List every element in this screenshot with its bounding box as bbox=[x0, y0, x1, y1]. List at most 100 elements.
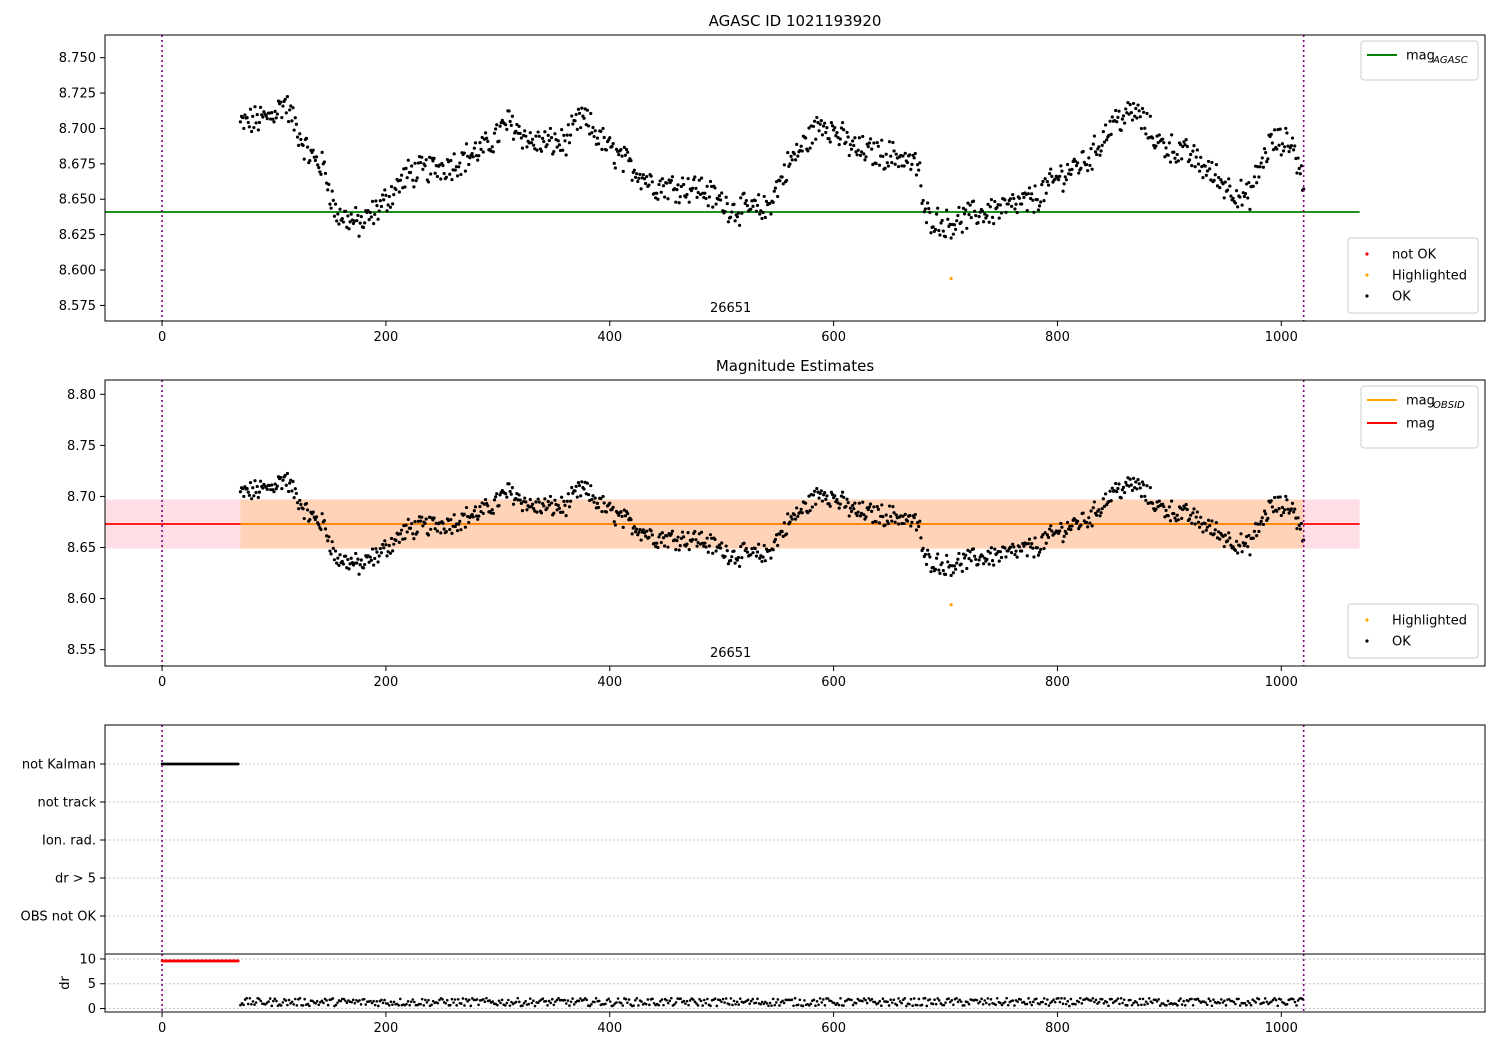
p1-ok-point bbox=[586, 124, 591, 128]
p1-ok-point bbox=[643, 181, 648, 186]
p4-dr-point bbox=[292, 1003, 296, 1006]
p2-ok-point bbox=[566, 492, 570, 496]
p4-dr-point bbox=[320, 999, 324, 1003]
p4-dr-point bbox=[1220, 998, 1223, 1001]
p2-ok-point bbox=[989, 546, 994, 550]
p2-ok-point bbox=[378, 546, 382, 551]
p1-ok-point bbox=[896, 164, 901, 169]
p2-ok-point bbox=[574, 484, 578, 489]
p2-ok-point bbox=[701, 541, 705, 545]
p4-dr-point bbox=[1158, 1004, 1162, 1007]
p4-dr-point bbox=[754, 1001, 758, 1005]
p2-ok-point bbox=[632, 525, 636, 529]
p1-ok-point bbox=[1247, 181, 1251, 185]
p4-dr-point bbox=[1030, 1003, 1034, 1007]
p2-ok-point bbox=[806, 511, 810, 515]
p4-dr-point bbox=[253, 1003, 256, 1006]
p1-ok-point bbox=[675, 188, 679, 192]
p1-ytick-label: 8.700 bbox=[59, 122, 96, 137]
p1-ok-point bbox=[298, 132, 302, 136]
p2-ok-point bbox=[1091, 506, 1095, 510]
p2-ok-point bbox=[453, 524, 457, 529]
p1-ok-point bbox=[245, 116, 249, 120]
p2-ok-point bbox=[973, 554, 977, 558]
p2-ok-point bbox=[245, 487, 249, 491]
p2-ok-point bbox=[1145, 484, 1149, 488]
p4-dr-point bbox=[430, 1003, 433, 1007]
p4-dr-point bbox=[445, 998, 449, 1002]
p2-ok-point bbox=[582, 487, 586, 491]
p4-dr-point bbox=[983, 999, 987, 1002]
p2-ok-point bbox=[302, 516, 306, 521]
p1-ok-point bbox=[760, 216, 764, 221]
p2-ok-point bbox=[394, 538, 398, 543]
p2-ok-point bbox=[1027, 537, 1032, 541]
p2-ok-point bbox=[1109, 499, 1113, 503]
p1-ok-point bbox=[812, 119, 817, 123]
p4-dr-point bbox=[1182, 999, 1186, 1003]
p2-ok-point bbox=[1134, 480, 1138, 484]
p2-ok-point bbox=[1124, 480, 1128, 484]
p1-ok-point bbox=[1006, 202, 1010, 206]
p1-ok-point bbox=[875, 140, 879, 145]
p2-ok-point bbox=[650, 533, 654, 537]
p4-dr-point bbox=[597, 999, 601, 1003]
p4-dr-point bbox=[826, 997, 830, 1000]
p4-dr-point bbox=[815, 1000, 819, 1003]
p1-ok-point bbox=[366, 208, 370, 213]
p3-category-label: not track bbox=[37, 796, 96, 811]
p2-ok-point bbox=[1084, 520, 1089, 525]
p1-ok-point bbox=[1139, 126, 1143, 131]
p4-dr-point bbox=[500, 998, 504, 1002]
p4-dr-point bbox=[1196, 997, 1200, 1001]
p2-ok-point bbox=[795, 506, 799, 510]
p4-dr-point bbox=[718, 998, 722, 1002]
p1-ok-point bbox=[923, 207, 927, 211]
p4-xtick-label: 0 bbox=[158, 1021, 166, 1036]
p4-dr-point bbox=[1013, 1004, 1016, 1007]
p2-ok-point bbox=[1032, 555, 1036, 559]
p1-ok-point bbox=[611, 142, 615, 146]
p2-ok-point bbox=[740, 556, 744, 560]
p1-ok-point bbox=[532, 143, 536, 147]
p4-dr-point bbox=[995, 996, 999, 1000]
p2-ok-point bbox=[1042, 546, 1046, 551]
p2-ok-point bbox=[1204, 528, 1208, 532]
p2-ok-point bbox=[1264, 512, 1268, 516]
p4-dr-point bbox=[450, 997, 454, 1001]
p4-dr-point bbox=[619, 1001, 623, 1005]
p2-ok-point bbox=[459, 528, 463, 532]
p4-dr-point bbox=[1209, 999, 1212, 1003]
p2-panel: 0 200 400 600 800 10008.558.608.658.708.758.8… bbox=[67, 357, 1486, 690]
p2-ok-point bbox=[985, 557, 989, 562]
p1-ok-point bbox=[543, 130, 547, 134]
p2-ok-point bbox=[301, 507, 305, 511]
p4-dr-point bbox=[660, 998, 664, 1001]
p2-ok-point bbox=[1213, 528, 1217, 532]
p2-ok-point bbox=[269, 488, 273, 492]
p4-dr-point bbox=[679, 997, 683, 1000]
p2-ok-point bbox=[874, 520, 878, 524]
p1-ok-point bbox=[943, 235, 948, 239]
p2-ok-point bbox=[1208, 523, 1212, 528]
p2-ok-point bbox=[1284, 494, 1288, 498]
p4-dr-point bbox=[837, 1003, 841, 1007]
p2-ok-point bbox=[337, 563, 341, 567]
p2-ok-point bbox=[586, 493, 591, 497]
p1-ok-point bbox=[311, 148, 315, 152]
p4-dr-point bbox=[1078, 996, 1082, 1000]
p1-ok-point bbox=[552, 150, 556, 154]
p4-dr-point bbox=[1121, 1001, 1124, 1005]
p2-ok-point bbox=[1251, 536, 1255, 540]
p2-ok-point bbox=[690, 537, 695, 542]
p4-dr-point bbox=[555, 998, 559, 1002]
p1-ok-point bbox=[789, 154, 793, 159]
p1-ytick-label: 8.575 bbox=[59, 299, 96, 314]
p1-ytick-label: 8.650 bbox=[59, 193, 96, 208]
p1-ok-point bbox=[510, 114, 514, 118]
p2-ok-point bbox=[1092, 500, 1096, 504]
p4-dr-point bbox=[662, 1003, 665, 1007]
p1-ok-point bbox=[620, 154, 624, 158]
p1-ok-point bbox=[530, 137, 535, 141]
p1-ok-point bbox=[718, 198, 723, 202]
